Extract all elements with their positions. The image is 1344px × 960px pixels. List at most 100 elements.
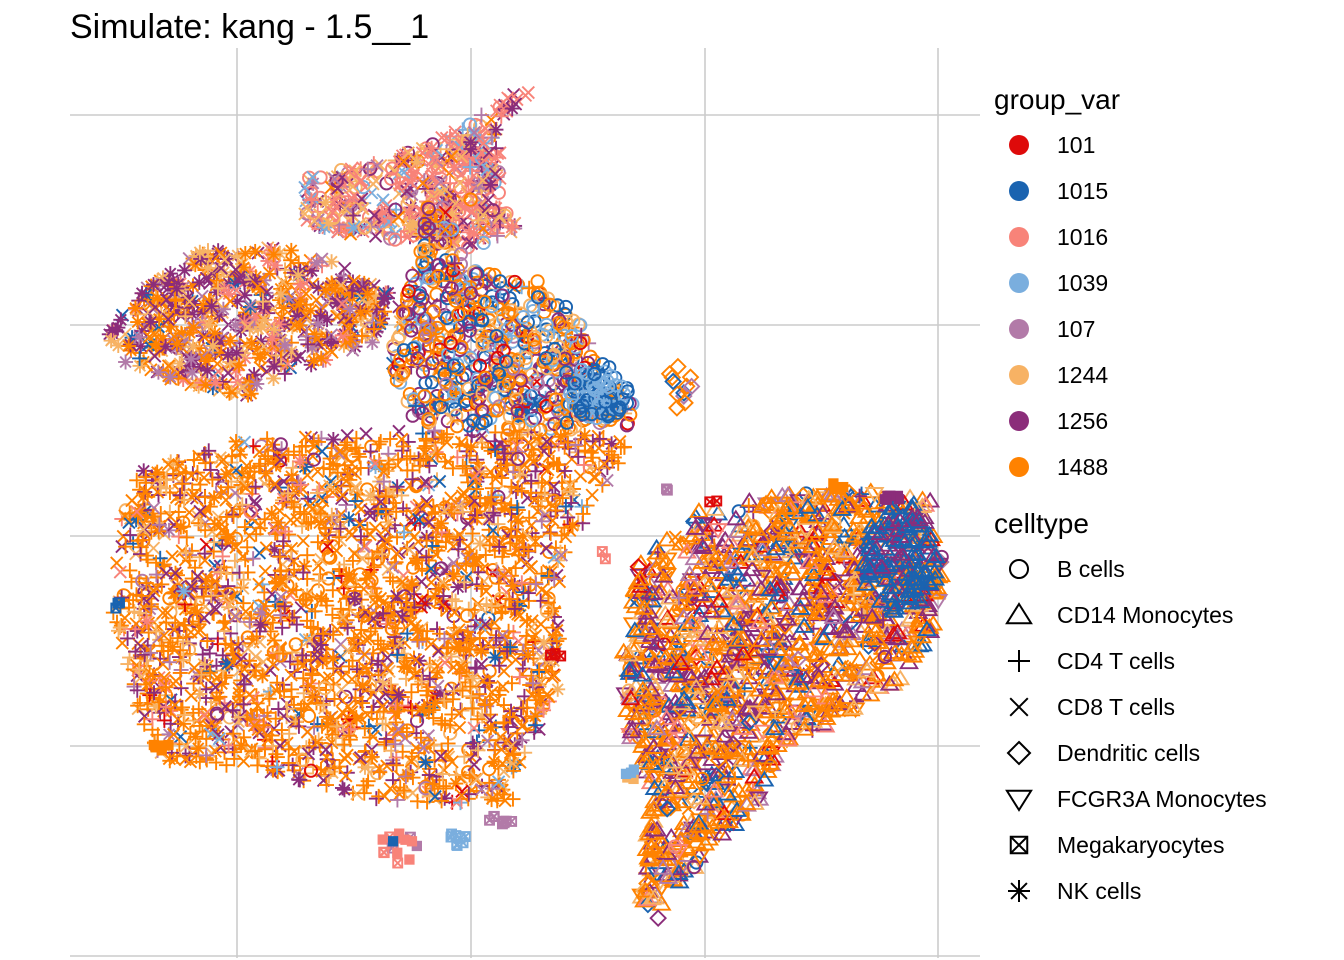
data-point (244, 335, 259, 350)
data-point (326, 432, 341, 447)
data-point (200, 538, 212, 550)
data-point (173, 520, 188, 535)
data-point (249, 376, 264, 391)
data-point (271, 515, 286, 530)
data-point (488, 150, 503, 165)
data-point (247, 274, 262, 289)
data-point (474, 643, 489, 658)
data-point (522, 87, 534, 99)
data-point (495, 438, 507, 450)
data-point (114, 566, 126, 578)
data-point (531, 275, 543, 287)
data-point (505, 101, 520, 116)
data-point (391, 687, 406, 702)
data-point (208, 375, 223, 390)
data-point (434, 475, 446, 487)
data-point (204, 299, 219, 314)
data-point (511, 514, 526, 529)
data-point (399, 732, 411, 744)
data-point (285, 514, 297, 526)
data-point (454, 722, 466, 734)
data-point (363, 488, 378, 503)
data-point (326, 651, 341, 666)
data-point (369, 522, 381, 534)
data-point (128, 301, 143, 316)
data-point (418, 755, 433, 770)
data-point (424, 141, 439, 156)
data-point (347, 592, 362, 607)
data-point (428, 696, 443, 711)
data-point (303, 710, 315, 722)
data-point (234, 738, 249, 753)
data-point (146, 277, 161, 292)
data-point (201, 317, 216, 332)
data-point (169, 337, 184, 352)
data-point (309, 255, 324, 270)
data-point (341, 749, 353, 761)
data-point (200, 363, 215, 378)
data-point (365, 335, 380, 350)
data-point (293, 318, 308, 333)
data-point (254, 320, 269, 335)
data-point (448, 776, 463, 791)
data-point (434, 430, 449, 445)
data-point (118, 355, 133, 370)
data-point (353, 305, 368, 320)
data-point (132, 695, 147, 710)
data-point (360, 286, 375, 301)
data-point (265, 331, 280, 346)
data-point (403, 700, 418, 715)
data-point (411, 634, 426, 649)
data-point (139, 614, 154, 629)
data-point (135, 286, 150, 301)
data-point (219, 467, 234, 482)
data-point (377, 194, 389, 206)
data-point (268, 258, 283, 273)
data-point (220, 494, 232, 506)
data-point (129, 473, 144, 488)
data-point (311, 317, 326, 332)
data-point (292, 454, 307, 469)
data-point (132, 505, 147, 520)
data-point (377, 290, 392, 305)
data-point (397, 659, 412, 674)
data-point (365, 749, 380, 764)
data-point (149, 336, 164, 351)
data-point (406, 270, 418, 282)
data-point (565, 488, 580, 503)
data-point (566, 453, 578, 465)
data-point (447, 160, 462, 175)
data-point (126, 495, 138, 507)
data-point (184, 351, 199, 366)
data-point (465, 671, 480, 686)
data-point (521, 648, 536, 663)
data-point (238, 755, 250, 767)
data-point (104, 333, 119, 348)
data-point (536, 584, 548, 596)
data-point (306, 353, 321, 368)
data-point (248, 244, 263, 259)
data-point (143, 315, 158, 330)
data-point (488, 650, 503, 665)
data-point (243, 689, 255, 701)
data-point (318, 195, 333, 210)
data-point (271, 702, 286, 717)
data-point (157, 658, 169, 670)
data-point (266, 247, 281, 262)
data-point (291, 772, 306, 787)
data-point (324, 254, 339, 269)
data-point (186, 339, 201, 354)
data-point (223, 333, 238, 348)
data-point (238, 246, 253, 261)
data-point (228, 318, 243, 333)
data-point (348, 494, 363, 509)
data-point (337, 782, 352, 797)
data-point (253, 547, 265, 559)
data-point (527, 725, 542, 740)
data-point (226, 509, 241, 524)
data-point (457, 749, 472, 764)
data-point (190, 605, 205, 620)
data-point (465, 526, 480, 541)
data-point (360, 428, 372, 440)
data-point (536, 635, 551, 650)
